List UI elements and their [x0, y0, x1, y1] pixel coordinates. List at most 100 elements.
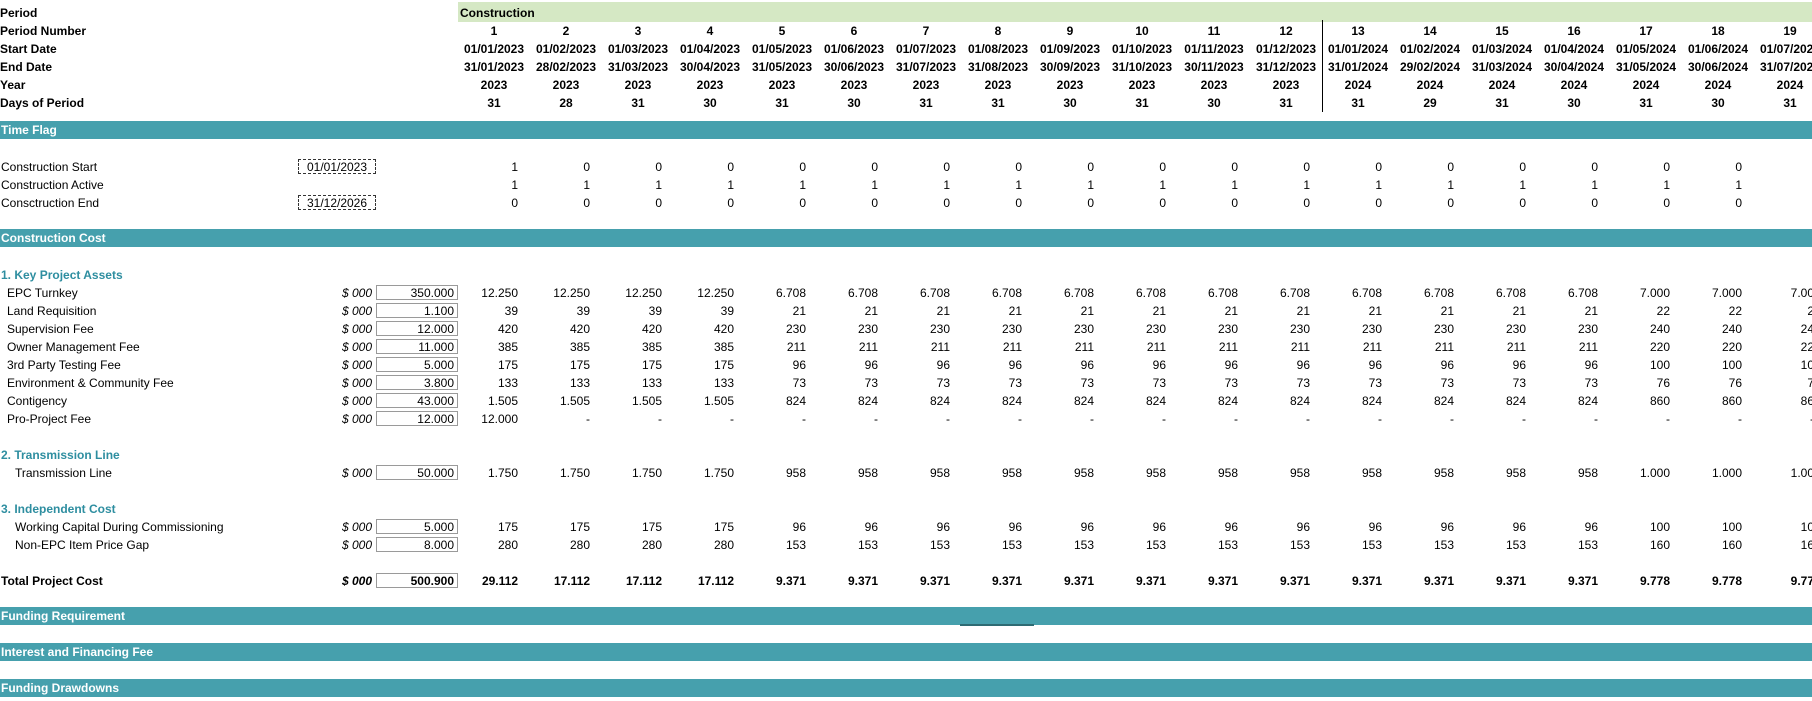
year-label: Year [0, 78, 26, 92]
header-cell-start: 01/10/2023 [1111, 42, 1173, 56]
cell-cursor-mark [960, 624, 1034, 626]
cost-total-input[interactable]: 50.000 [376, 465, 458, 480]
cost-total-input[interactable]: 5.000 [376, 519, 458, 534]
cost-value: 175 [641, 520, 662, 534]
cost-value: 175 [713, 358, 734, 372]
cost-value: 133 [569, 376, 590, 390]
cost-row-label: Owner Management Fee [7, 340, 140, 354]
total-value: 9.371 [919, 574, 950, 588]
flag-value: 1 [511, 178, 518, 192]
cost-value: 6.708 [1063, 286, 1094, 300]
cost-value: 22 [1800, 340, 1812, 354]
section-construction-cost[interactable]: Construction Cost [0, 229, 1812, 247]
cost-total-input[interactable]: 8.000 [376, 537, 458, 552]
cost-value: 230 [1001, 322, 1022, 336]
header-cell-year: 2024 [1560, 78, 1588, 92]
cost-value: 1.505 [487, 394, 518, 408]
cost-value: 211 [1146, 340, 1166, 354]
header-cell-start: 01/04/2023 [679, 42, 741, 56]
cost-value: - [1594, 412, 1598, 426]
cost-value: 211 [1434, 340, 1454, 354]
flag-date-input[interactable]: 01/01/2023 [298, 159, 376, 174]
flag-value: 1 [1591, 178, 1598, 192]
header-cell-days: 31 [775, 96, 789, 110]
cost-total-input[interactable]: 12.000 [376, 411, 458, 426]
header-cell-end: 31/01/2024 [1327, 60, 1389, 74]
header-cell-start: 01/03/2024 [1471, 42, 1533, 56]
cost-total-input[interactable]: 43.000 [376, 393, 458, 408]
cost-value: 230 [857, 322, 878, 336]
header-cell-year: 2024 [1632, 78, 1660, 92]
days-label: Days of Period [0, 96, 85, 110]
flag-value: 1 [1663, 178, 1670, 192]
cost-value: 21 [1224, 304, 1238, 318]
header-cell-n: 2 [562, 24, 570, 38]
header-cell-year: 2023 [768, 78, 796, 92]
cost-value: 6.708 [847, 286, 878, 300]
cost-value: 7 [1807, 376, 1812, 390]
header-cell-year: 2023 [1056, 78, 1084, 92]
cost-value: 240 [1721, 322, 1742, 336]
flag-value: 0 [1375, 160, 1382, 174]
cost-value: 153 [1577, 538, 1598, 552]
cost-value: 73 [1080, 376, 1094, 390]
flag-value: 1 [943, 178, 950, 192]
flag-value: 0 [655, 160, 662, 174]
cost-value: 175 [641, 358, 662, 372]
cost-value: 21 [1296, 304, 1310, 318]
total-cost-cell[interactable]: 500.900 [376, 573, 458, 588]
cost-value: 96 [1152, 358, 1166, 372]
cost-total-input[interactable]: 12.000 [376, 321, 458, 336]
header-cell-start: 01/06/2024 [1687, 42, 1749, 56]
flag-value: 0 [1375, 196, 1382, 210]
section-funding-drawdowns[interactable]: Funding Drawdowns [0, 679, 1812, 697]
flag-value: 0 [1159, 160, 1166, 174]
cost-total-input[interactable]: 350.000 [376, 285, 458, 300]
header-cell-end: 31/12/2023 [1255, 60, 1317, 74]
section-interest-financing[interactable]: Interest and Financing Fee [0, 643, 1812, 661]
unit-label: $ 000 [341, 394, 372, 408]
cost-value: 96 [1512, 358, 1526, 372]
cost-value: 96 [1440, 358, 1454, 372]
header-cell-n: 13 [1351, 24, 1365, 38]
cost-value: 96 [792, 520, 806, 534]
cost-value: 6.708 [1495, 286, 1526, 300]
header-cell-days: 31 [1279, 96, 1293, 110]
section-funding-requirement[interactable]: Funding Requirement [0, 607, 1812, 625]
flag-value: 0 [871, 160, 878, 174]
cost-value: 420 [497, 322, 518, 336]
total-value: 17.112 [697, 574, 734, 588]
cost-row-label: Non-EPC Item Price Gap [15, 538, 150, 552]
cost-value: 211 [1074, 340, 1094, 354]
cost-value: 73 [1296, 376, 1310, 390]
cost-total-input[interactable]: 11.000 [376, 339, 458, 354]
cost-value: 958 [857, 466, 878, 480]
cost-value: - [1750, 412, 1812, 426]
cost-row-label: Contigency [7, 394, 68, 408]
cost-value: 16 [1800, 538, 1812, 552]
flag-value: 1 [1087, 178, 1094, 192]
cost-value: 10 [1800, 358, 1812, 372]
header-cell-end: 31/10/2023 [1111, 60, 1173, 74]
header-cell-end: 30/09/2023 [1039, 60, 1101, 74]
header-cell-days: 30 [1207, 96, 1221, 110]
total-value: 29.112 [481, 574, 518, 588]
flag-label: Consctruction End [1, 196, 100, 210]
cost-total-input[interactable]: 3.800 [376, 375, 458, 390]
header-cell-days: 31 [487, 96, 501, 110]
flag-date-input[interactable]: 31/12/2026 [298, 195, 376, 210]
cost-total-input[interactable]: 5.000 [376, 357, 458, 372]
unit-label: $ 000 [341, 340, 372, 354]
cost-value: 824 [1073, 394, 1094, 408]
header-cell-start: 01/06/2023 [823, 42, 885, 56]
cost-value: 420 [713, 322, 734, 336]
header-cell-start: 01/09/2023 [1039, 42, 1101, 56]
cost-total-input[interactable]: 1.100 [376, 303, 458, 318]
header-cell-year: 2023 [552, 78, 580, 92]
cost-value: 824 [1145, 394, 1166, 408]
cost-value: 10 [1800, 520, 1812, 534]
header-cell-n: 10 [1135, 24, 1149, 38]
cost-value: - [1522, 412, 1526, 426]
cost-value: 73 [864, 376, 878, 390]
section-time-flag[interactable]: Time Flag [0, 121, 1812, 139]
